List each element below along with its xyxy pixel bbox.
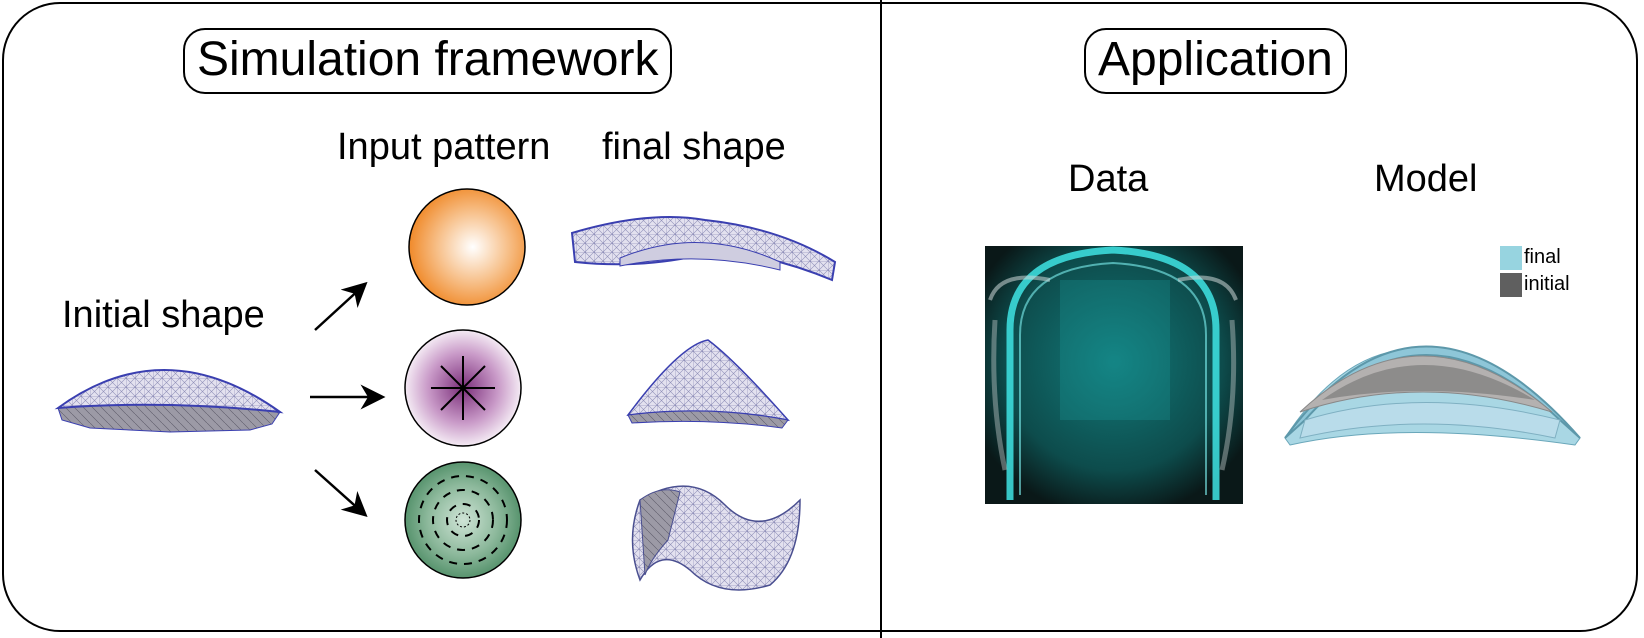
simulation-framework-title: Simulation framework <box>183 28 673 94</box>
model-dome-shape <box>1284 345 1581 446</box>
final-shape-cone <box>626 339 791 429</box>
model-label: Model <box>1374 158 1478 200</box>
legend-final-label: final <box>1524 246 1561 268</box>
final-shape-saddle-top <box>570 216 837 282</box>
legend-final-swatch <box>1500 246 1522 270</box>
panel-divider <box>880 0 882 638</box>
input-pattern-label: Input pattern <box>337 126 551 168</box>
legend-initial-swatch <box>1500 273 1522 297</box>
legend-initial-label: initial <box>1524 273 1570 295</box>
arrow-down-right <box>314 469 368 517</box>
green-pattern-disc <box>404 461 522 579</box>
final-shape-label: final shape <box>602 126 786 168</box>
data-label: Data <box>1068 158 1149 200</box>
purple-pattern-disc <box>404 329 522 447</box>
data-microscopy-image <box>985 246 1243 504</box>
initial-shape-label: Initial shape <box>62 294 265 336</box>
initial-shape-mesh <box>54 369 284 433</box>
arrow-up-right <box>314 281 368 331</box>
orange-pattern-disc <box>408 188 526 306</box>
application-title: Application <box>1084 28 1347 94</box>
final-shape-twisted <box>631 485 801 591</box>
